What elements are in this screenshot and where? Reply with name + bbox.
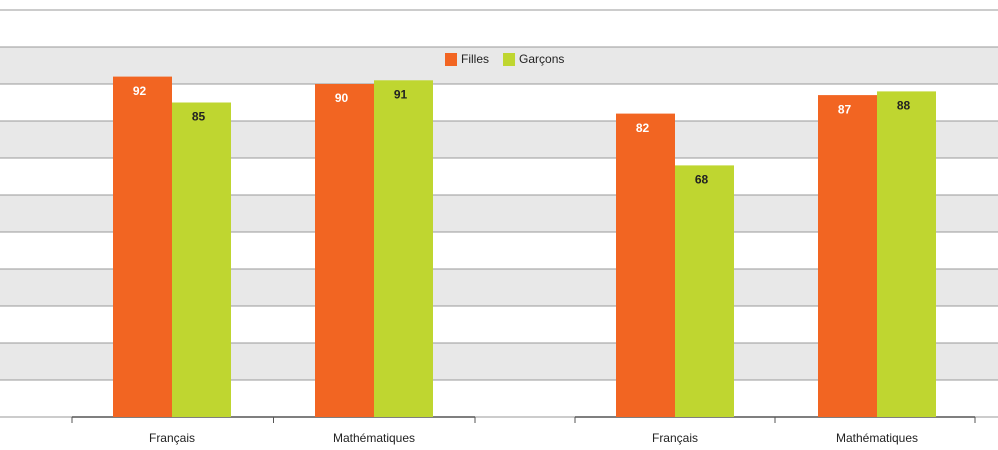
bar xyxy=(113,76,172,417)
data-label: 82 xyxy=(636,121,650,135)
bar xyxy=(877,91,936,418)
x-tick-label: Français xyxy=(149,431,195,445)
data-label: 90 xyxy=(335,91,349,105)
data-label: 85 xyxy=(192,110,206,124)
data-label: 88 xyxy=(897,99,911,113)
legend-label: Garçons xyxy=(519,52,564,66)
bar xyxy=(172,102,231,417)
bar xyxy=(818,95,877,417)
bar xyxy=(675,165,734,417)
bar xyxy=(616,113,675,417)
legend-swatch xyxy=(445,53,457,66)
data-label: 68 xyxy=(695,173,709,187)
data-label: 91 xyxy=(394,87,408,101)
data-label: 87 xyxy=(838,102,852,116)
data-label: 92 xyxy=(133,84,147,98)
x-tick-label: Français xyxy=(652,431,698,445)
bar xyxy=(374,80,433,418)
x-tick-label: Mathématiques xyxy=(333,431,415,445)
legend-swatch xyxy=(503,53,516,66)
legend-label: Filles xyxy=(461,52,489,66)
bar xyxy=(315,84,374,417)
x-tick-label: Mathématiques xyxy=(836,431,918,445)
